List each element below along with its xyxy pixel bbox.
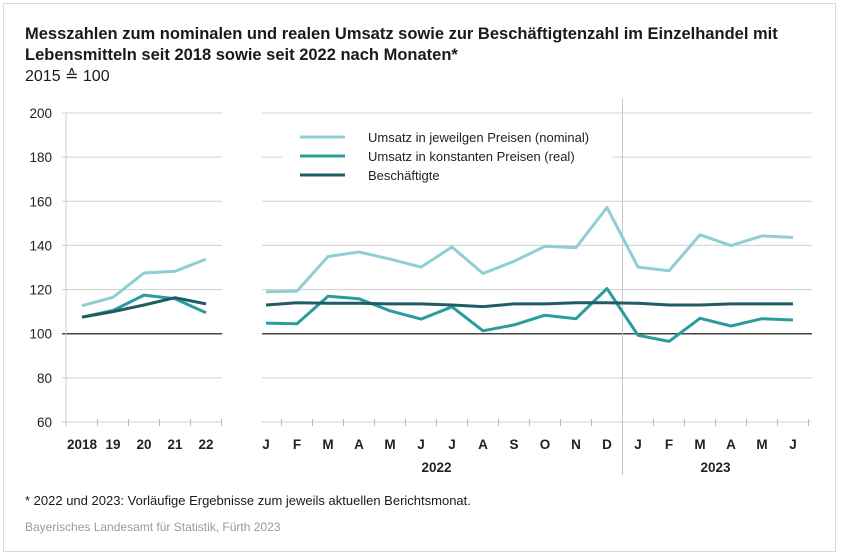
x-tick-label: 20 [136, 437, 151, 452]
y-tick-label: 60 [37, 415, 52, 430]
x-tick-label: M [756, 437, 767, 452]
x-tick-label: N [571, 437, 581, 452]
series-line-annual-nominal [81, 257, 207, 308]
x-tick-label: M [694, 437, 705, 452]
chart-title: Messzahlen zum nominalen und realen Umsa… [25, 25, 778, 64]
x-tick-label: F [293, 437, 301, 452]
y-tick-label: 160 [29, 194, 52, 209]
x-tick-label: F [665, 437, 673, 452]
x-tick-label: A [478, 437, 488, 452]
x-tick-label: M [322, 437, 333, 452]
x-tick-label: J [417, 437, 425, 452]
x-tick-label: J [448, 437, 456, 452]
x-tick-label: J [634, 437, 642, 452]
chart-frame [3, 3, 836, 552]
legend-label-employed: Beschäftigte [368, 168, 440, 183]
y-tick-label: 120 [29, 283, 52, 298]
x-tick-label: 21 [167, 437, 183, 452]
legend-label-real: Umsatz in konstanten Preisen (real) [368, 149, 575, 164]
x-tick-label: 2018 [67, 437, 98, 452]
x-tick-label: A [354, 437, 364, 452]
x-tick-label: O [540, 437, 551, 452]
x-tick-label: M [384, 437, 395, 452]
year-group-label: 2023 [700, 460, 731, 475]
footnote: * 2022 und 2023: Vorläufige Ergebnisse z… [25, 493, 471, 508]
x-tick-label: 19 [105, 437, 120, 452]
y-tick-label: 80 [37, 371, 52, 386]
x-tick-label: S [509, 437, 518, 452]
chart-subtitle: 2015 ≙ 100 [25, 68, 110, 85]
x-tick-label: J [262, 437, 270, 452]
y-tick-label: 180 [29, 150, 52, 165]
year-group-label: 2022 [421, 460, 451, 475]
series-line-annual-employed [81, 296, 207, 319]
series-line-monthly-nominal [265, 206, 794, 294]
x-tick-label: D [602, 437, 612, 452]
legend-label-nominal: Umsatz in jeweilgen Preisen (nominal) [368, 130, 589, 145]
y-tick-label: 200 [29, 106, 52, 121]
x-tick-label: A [726, 437, 736, 452]
series-line-monthly-employed [265, 301, 793, 309]
source-note: Bayerisches Landesamt für Statistik, Für… [25, 520, 281, 534]
y-tick-label: 100 [29, 327, 52, 342]
x-tick-label: 22 [198, 437, 213, 452]
y-tick-label: 140 [29, 238, 52, 253]
x-tick-label: J [789, 437, 797, 452]
series-line-monthly-real [265, 287, 794, 343]
